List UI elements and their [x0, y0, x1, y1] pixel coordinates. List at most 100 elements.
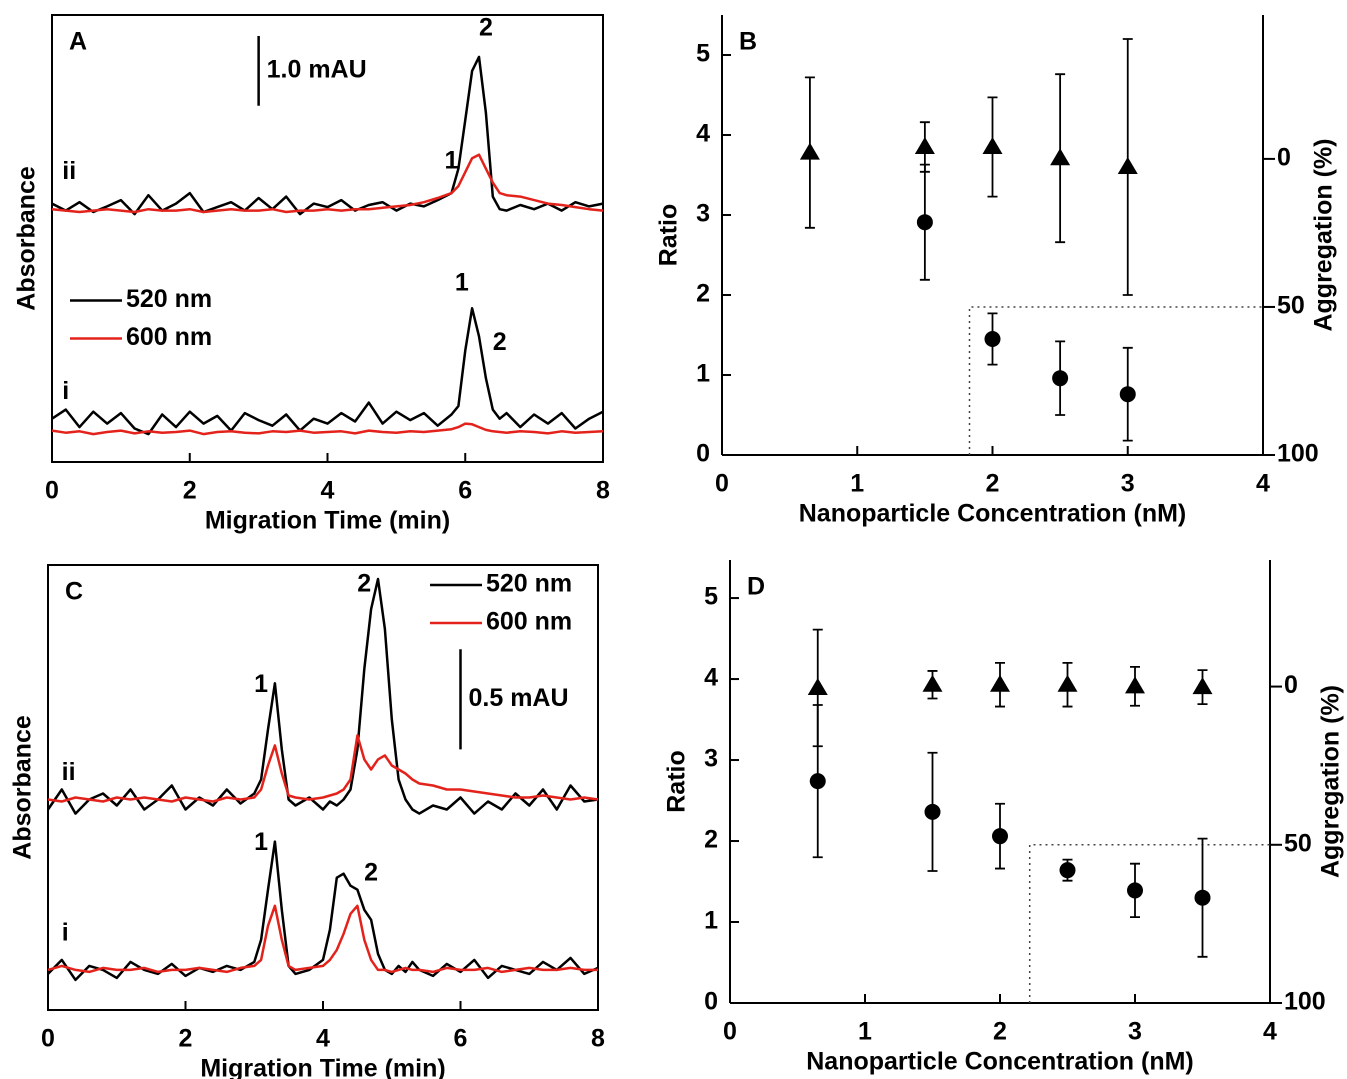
- x-tick-label: 3: [1128, 1018, 1142, 1046]
- x-axis-label: Migration Time (min): [205, 507, 450, 535]
- y2-tick-label: 50: [1284, 829, 1312, 857]
- triangle-marker: [1125, 676, 1145, 694]
- circle-marker: [1052, 370, 1069, 387]
- legend-label: 520 nm: [126, 285, 212, 313]
- circle-marker: [1127, 882, 1143, 899]
- circle-marker: [916, 214, 933, 231]
- x-tick-label: 8: [591, 1025, 605, 1053]
- y-tick-label: 0: [696, 440, 710, 468]
- legend-label: 600 nm: [126, 323, 212, 351]
- circle-marker: [924, 803, 941, 820]
- annotation: 2: [479, 14, 493, 42]
- panel-title: B: [739, 28, 757, 56]
- y-tick-label: 0: [704, 988, 718, 1016]
- annotation: ii: [62, 758, 76, 786]
- legend-label: 520 nm: [486, 570, 572, 598]
- y-tick-label: 3: [696, 200, 710, 228]
- y-tick-label: 3: [704, 745, 718, 773]
- annotation: 2: [364, 858, 378, 886]
- x-tick-label: 1: [850, 470, 864, 498]
- x-axis-label: Nanoparticle Concentration (nM): [806, 1048, 1194, 1076]
- annotation: 2: [493, 328, 507, 356]
- x-tick-label: 8: [596, 477, 610, 505]
- y-axis-label: Absorbance: [9, 715, 37, 860]
- y2-tick-label: 100: [1284, 988, 1326, 1016]
- annotation: 1: [455, 269, 469, 297]
- x-tick-label: 0: [41, 1025, 55, 1053]
- scale-bar-label: 0.5 mAU: [469, 684, 569, 712]
- circle-marker: [984, 331, 1001, 347]
- y-tick-label: 5: [704, 583, 718, 611]
- circle-marker: [992, 828, 1008, 845]
- annotation: 1: [254, 670, 268, 698]
- trace: [47, 840, 599, 982]
- circle-marker: [1194, 889, 1211, 906]
- trace: [47, 904, 598, 974]
- x-tick-label: 2: [179, 1025, 193, 1053]
- x-tick-label: 2: [986, 470, 1000, 498]
- y-tick-label: 2: [696, 280, 710, 308]
- panel-title: D: [747, 573, 765, 601]
- legend-label: 600 nm: [486, 608, 572, 636]
- x-tick-label: 4: [1263, 1018, 1277, 1046]
- triangle-marker: [922, 674, 943, 692]
- y-axis-label: Absorbance: [13, 166, 41, 311]
- y2-tick-label: 0: [1284, 671, 1298, 699]
- y-axis-label: Ratio: [655, 204, 683, 267]
- y-tick-label: 1: [696, 360, 710, 388]
- x-tick-label: 4: [1256, 470, 1270, 498]
- x-tick-label: 2: [993, 1018, 1007, 1046]
- triangle-marker: [799, 142, 820, 160]
- x-tick-label: 0: [715, 470, 729, 498]
- triangle-marker: [1117, 157, 1138, 174]
- circle-marker: [809, 773, 826, 790]
- annotation: i: [62, 918, 69, 946]
- x-tick-label: 0: [45, 477, 59, 505]
- triangle-marker: [914, 137, 935, 154]
- trace: [46, 577, 599, 815]
- panel-title: C: [65, 578, 83, 606]
- annotation: 2: [357, 570, 371, 598]
- annotation: ii: [62, 157, 76, 185]
- trace: [51, 55, 604, 216]
- y-tick-label: 5: [696, 40, 710, 68]
- y-tick-label: 2: [704, 826, 718, 854]
- annotation: 1: [445, 146, 459, 174]
- annotation: i: [62, 377, 69, 405]
- y2-axis-label: Aggregation (%): [1310, 138, 1338, 331]
- circle-marker: [1059, 862, 1076, 879]
- x-tick-label: 2: [183, 477, 197, 505]
- trace: [47, 734, 599, 803]
- triangle-marker: [982, 137, 1003, 154]
- annotation: 1: [254, 828, 268, 856]
- x-axis-label: Migration Time (min): [200, 1055, 445, 1079]
- y-axis-label: Ratio: [663, 750, 691, 813]
- circle-marker: [1119, 386, 1136, 403]
- x-tick-label: 4: [321, 477, 335, 505]
- y2-tick-label: 0: [1277, 144, 1291, 172]
- triangle-marker: [1192, 677, 1213, 695]
- y2-tick-label: 50: [1277, 292, 1305, 320]
- scale-bar-label: 1.0 mAU: [267, 55, 367, 83]
- triangle-marker: [990, 674, 1010, 692]
- trace: [51, 307, 604, 436]
- panel-title: A: [69, 28, 87, 56]
- y2-axis-label: Aggregation (%): [1317, 685, 1345, 878]
- trace: [51, 153, 604, 214]
- trace: [51, 422, 604, 436]
- x-tick-label: 6: [458, 477, 472, 505]
- triangle-marker: [1050, 148, 1071, 166]
- y-tick-label: 4: [696, 120, 710, 148]
- x-tick-label: 1: [858, 1018, 872, 1046]
- x-tick-label: 6: [454, 1025, 468, 1053]
- x-tick-label: 0: [723, 1018, 737, 1046]
- y2-tick-label: 100: [1277, 440, 1319, 468]
- x-tick-label: 4: [316, 1025, 330, 1053]
- y-tick-label: 1: [704, 907, 718, 935]
- x-tick-label: 3: [1121, 470, 1135, 498]
- y-tick-label: 4: [704, 664, 718, 692]
- threshold-line: [968, 306, 1263, 455]
- triangle-marker: [807, 677, 828, 695]
